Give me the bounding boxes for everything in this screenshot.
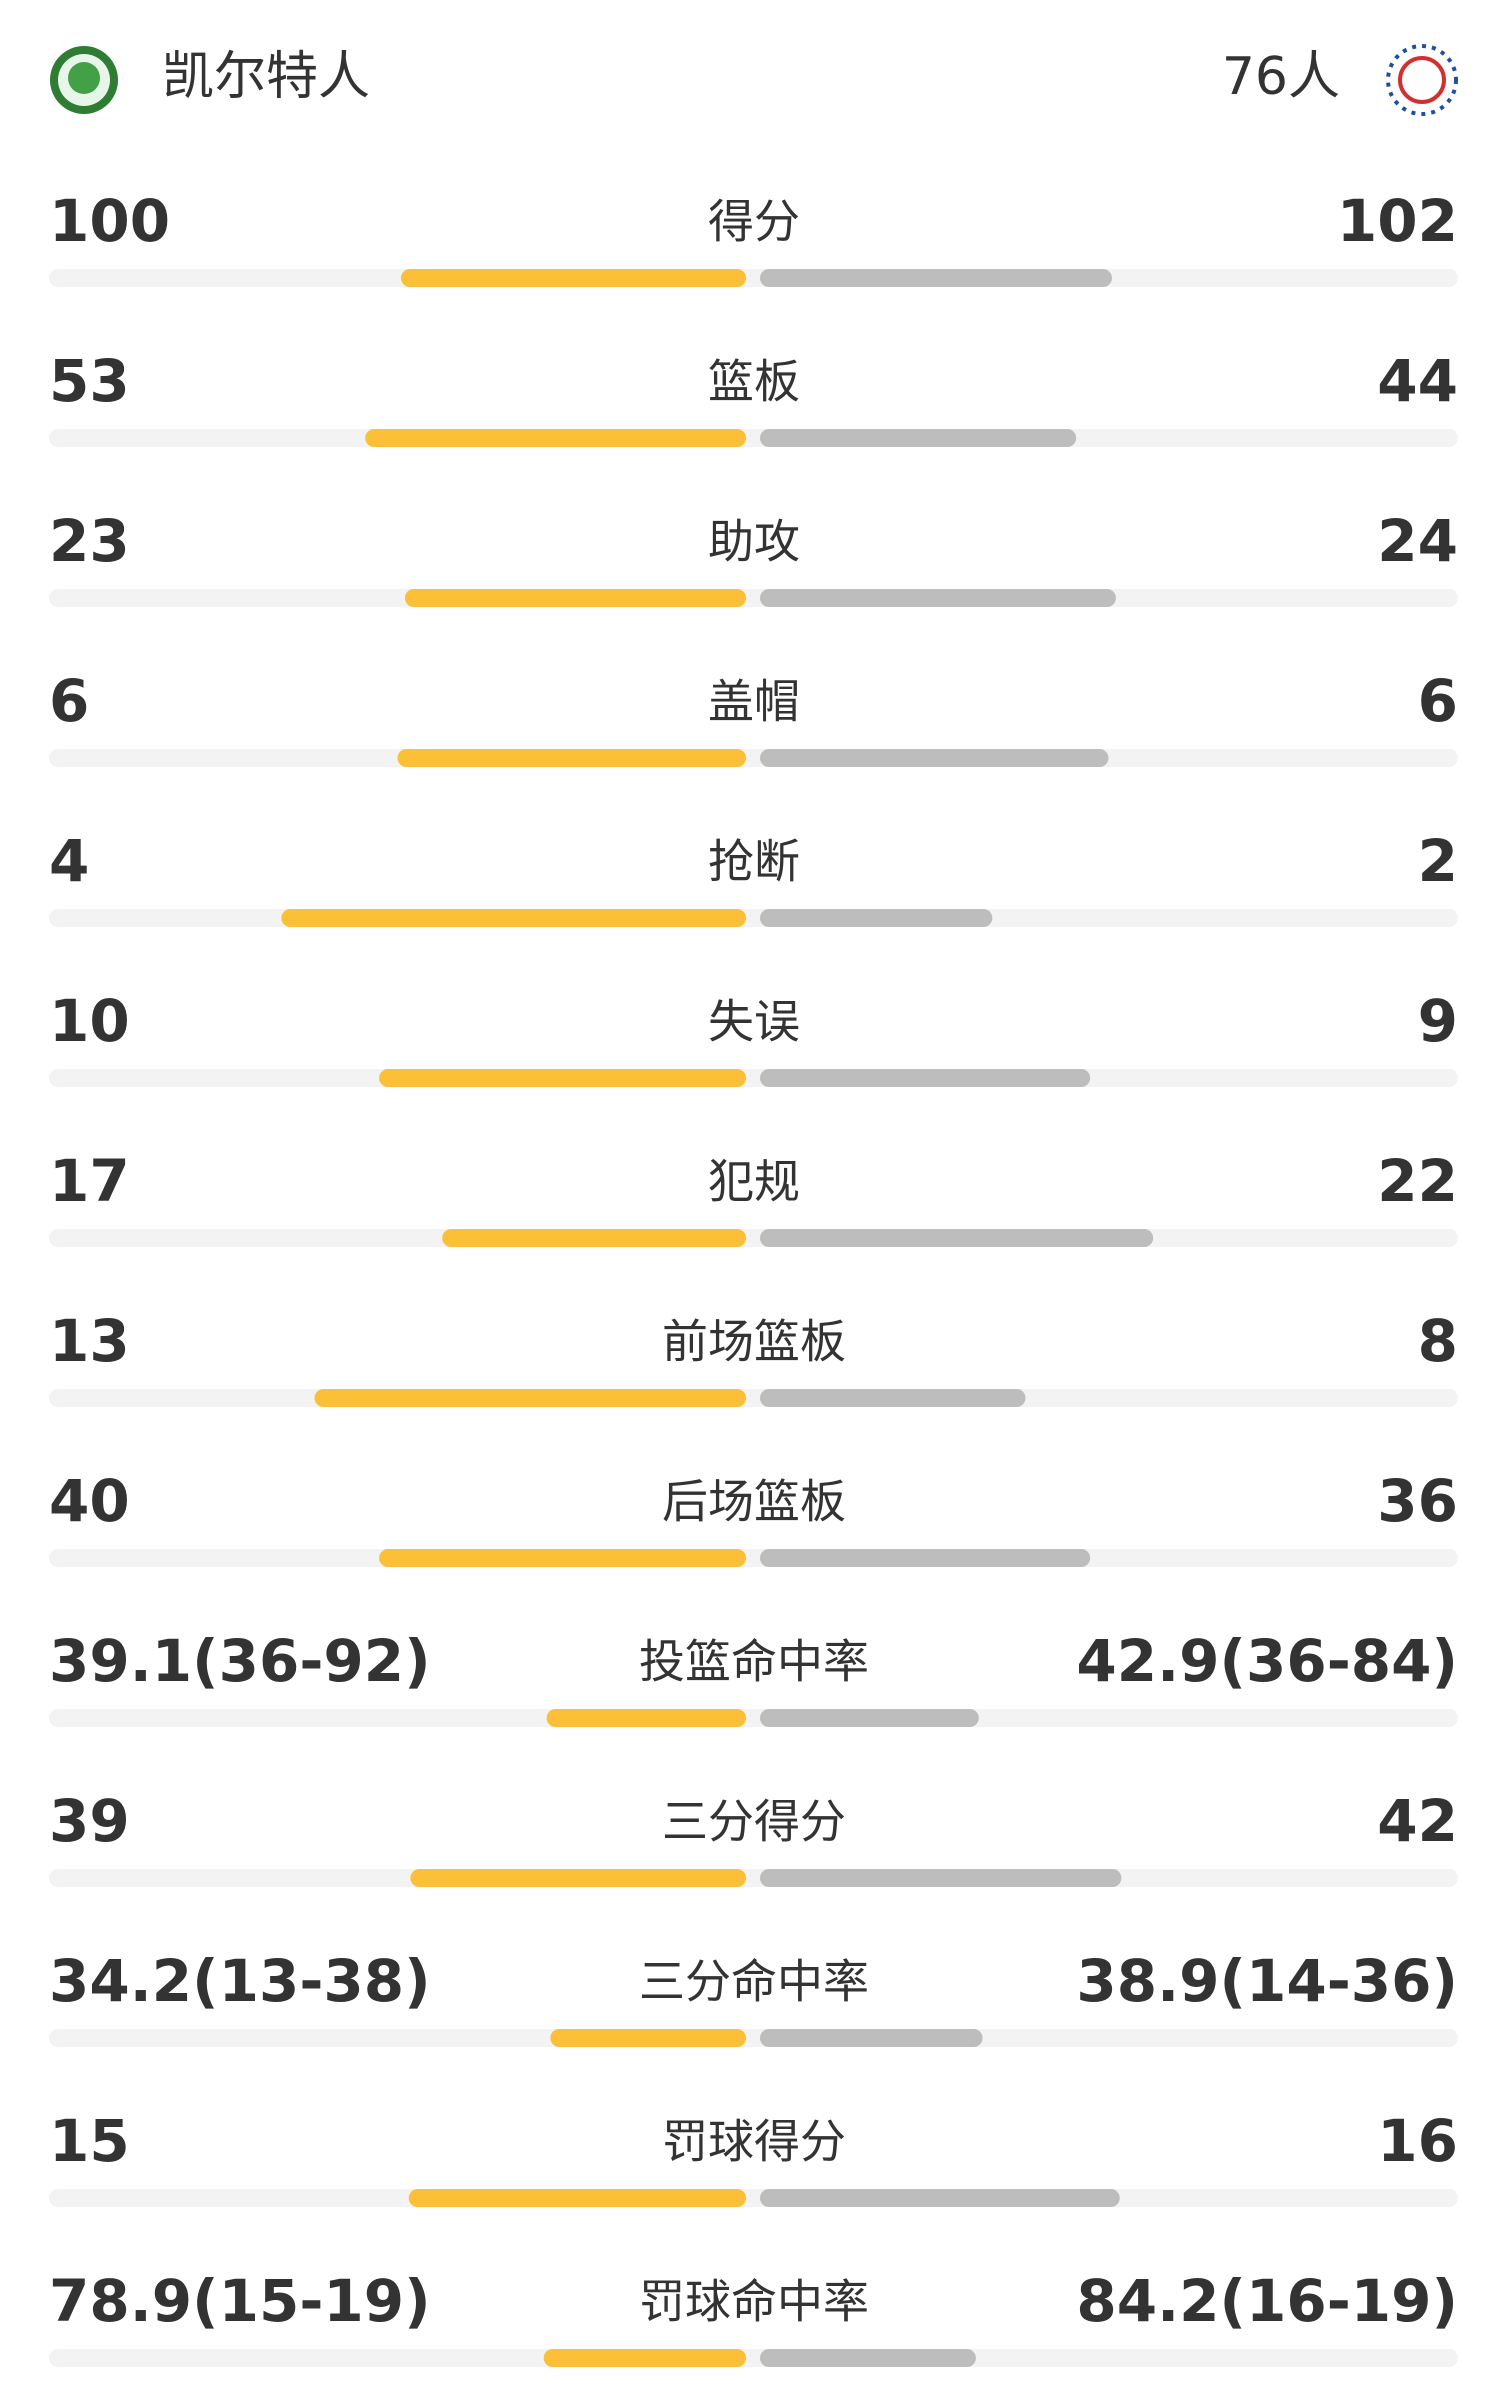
away-value: 9 bbox=[1418, 987, 1458, 1055]
away-value: 84.2(16-19) bbox=[1076, 2267, 1458, 2335]
home-value: 6 bbox=[49, 667, 89, 735]
home-value: 15 bbox=[49, 2107, 130, 2175]
bar-track bbox=[49, 2189, 1458, 2207]
stat-label: 篮板 bbox=[708, 355, 800, 409]
stat-label: 投篮命中率 bbox=[639, 1635, 869, 1689]
away-bar bbox=[760, 1229, 1154, 1247]
home-bar bbox=[550, 2029, 746, 2047]
away-value: 22 bbox=[1377, 1147, 1458, 1215]
home-bar bbox=[546, 1709, 746, 1727]
bar-track bbox=[49, 2029, 1458, 2047]
away-team: 76人 bbox=[1222, 47, 1340, 107]
away-value: 6 bbox=[1418, 667, 1458, 735]
stat-label: 后场篮板 bbox=[662, 1475, 846, 1529]
home-value: 17 bbox=[49, 1147, 130, 1215]
away-bar bbox=[760, 1069, 1091, 1087]
home-bar bbox=[404, 589, 746, 607]
away-bar bbox=[760, 909, 993, 927]
bar-track bbox=[49, 1069, 1458, 1087]
away-value: 8 bbox=[1418, 1307, 1458, 1375]
away-logo bbox=[1386, 44, 1458, 116]
home-value: 34.2(13-38) bbox=[49, 1947, 431, 2015]
away-bar bbox=[760, 1389, 1026, 1407]
home-bar bbox=[379, 1549, 746, 1567]
home-bar bbox=[543, 2349, 746, 2367]
away-bar bbox=[760, 2029, 983, 2047]
home-value: 4 bbox=[49, 827, 89, 895]
stat-label: 三分命中率 bbox=[639, 1955, 869, 2009]
stat-label: 助攻 bbox=[708, 515, 800, 569]
away-bar bbox=[760, 1549, 1091, 1567]
stat-label: 盖帽 bbox=[708, 675, 800, 729]
home-team: 凯尔特人 bbox=[162, 47, 370, 107]
home-bar bbox=[410, 1869, 746, 1887]
home-value: 100 bbox=[49, 187, 170, 255]
home-bar bbox=[379, 1069, 746, 1087]
bar-track bbox=[49, 429, 1458, 447]
away-bar bbox=[760, 589, 1116, 607]
home-value: 39.1(36-92) bbox=[49, 1627, 431, 1695]
away-bar bbox=[760, 749, 1109, 767]
stat-label: 得分 bbox=[708, 195, 800, 249]
away-bar bbox=[760, 1869, 1122, 1887]
home-bar bbox=[408, 2189, 746, 2207]
home-value: 53 bbox=[49, 347, 130, 415]
home-bar bbox=[400, 269, 746, 287]
away-bar bbox=[760, 1709, 979, 1727]
away-bar bbox=[760, 2349, 976, 2367]
stat-label: 失误 bbox=[708, 995, 800, 1049]
away-value: 42.9(36-84) bbox=[1076, 1627, 1458, 1695]
bar-track bbox=[49, 909, 1458, 927]
away-value: 24 bbox=[1377, 507, 1458, 575]
home-value: 39 bbox=[49, 1787, 130, 1855]
stat-label: 犯规 bbox=[708, 1155, 800, 1209]
bar-track bbox=[49, 269, 1458, 287]
home-logo bbox=[50, 46, 118, 114]
bar-track bbox=[49, 1229, 1458, 1247]
stat-label: 抢断 bbox=[708, 835, 800, 889]
away-value: 102 bbox=[1337, 187, 1458, 255]
away-value: 16 bbox=[1377, 2107, 1458, 2175]
bar-track bbox=[49, 589, 1458, 607]
bar-track bbox=[49, 749, 1458, 767]
stat-label: 罚球命中率 bbox=[639, 2275, 869, 2329]
home-bar bbox=[365, 429, 746, 447]
away-value: 36 bbox=[1377, 1467, 1458, 1535]
home-value: 13 bbox=[49, 1307, 130, 1375]
bar-track bbox=[49, 1709, 1458, 1727]
away-bar bbox=[760, 269, 1112, 287]
home-value: 78.9(15-19) bbox=[49, 2267, 431, 2335]
away-bar bbox=[760, 2189, 1120, 2207]
stat-label: 三分得分 bbox=[662, 1795, 846, 1849]
away-value: 44 bbox=[1377, 347, 1458, 415]
bar-track bbox=[49, 1869, 1458, 1887]
stat-label: 罚球得分 bbox=[662, 2115, 846, 2169]
home-bar bbox=[442, 1229, 746, 1247]
bar-track bbox=[49, 1389, 1458, 1407]
bar-track bbox=[49, 2349, 1458, 2367]
home-bar bbox=[397, 749, 746, 767]
away-bar bbox=[760, 429, 1077, 447]
home-value: 10 bbox=[49, 987, 130, 1055]
bar-track bbox=[49, 1549, 1458, 1567]
home-value: 23 bbox=[49, 507, 130, 575]
away-value: 2 bbox=[1418, 827, 1458, 895]
home-bar bbox=[314, 1389, 746, 1407]
home-bar bbox=[281, 909, 746, 927]
away-value: 42 bbox=[1377, 1787, 1458, 1855]
stat-label: 前场篮板 bbox=[662, 1315, 846, 1369]
home-value: 40 bbox=[49, 1467, 130, 1535]
away-value: 38.9(14-36) bbox=[1076, 1947, 1458, 2015]
